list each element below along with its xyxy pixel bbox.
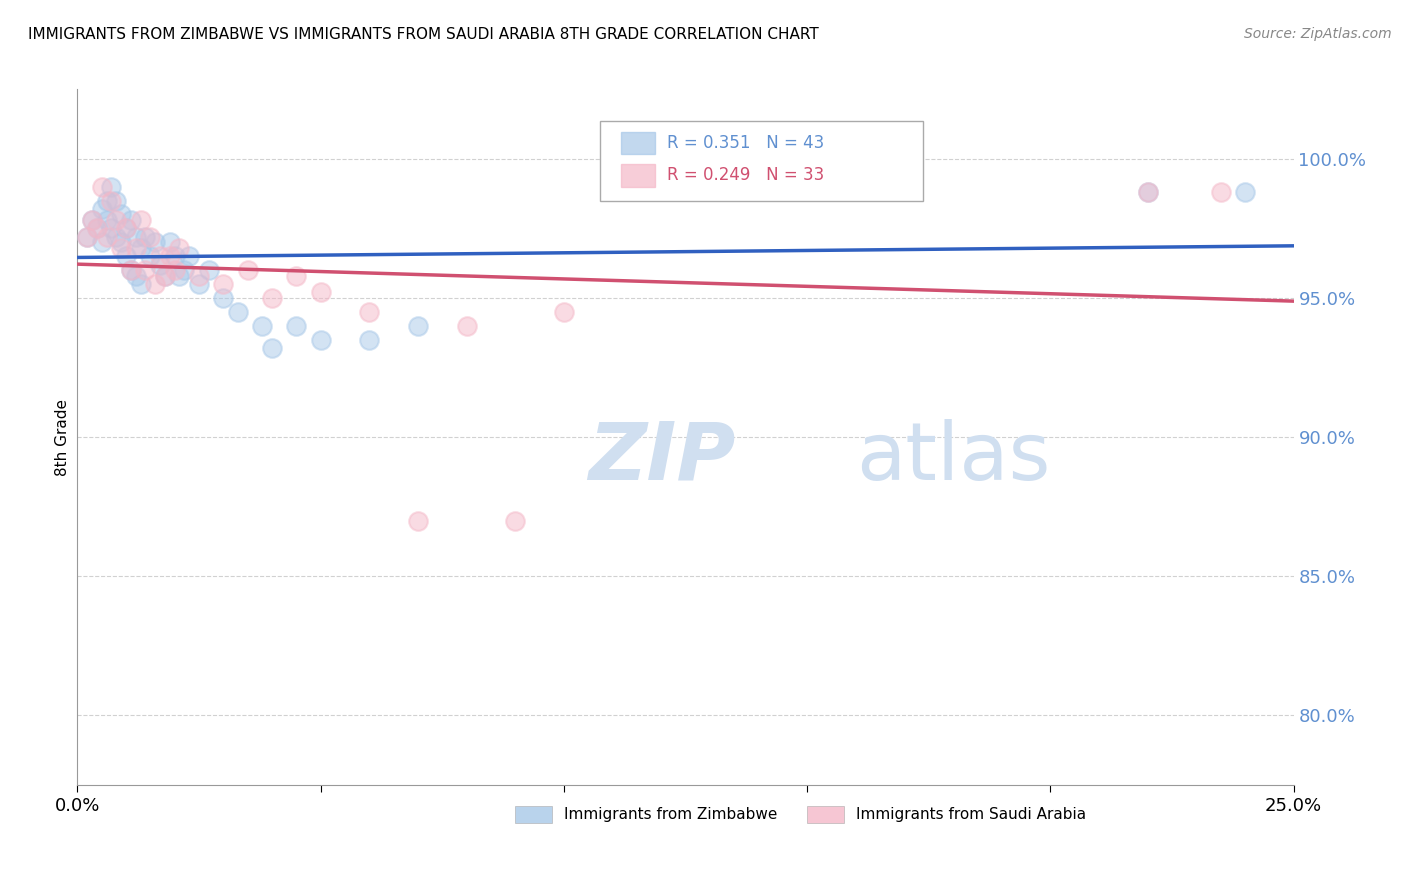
Point <box>86 221 108 235</box>
Point <box>250 318 273 333</box>
Point <box>105 229 128 244</box>
Point <box>179 249 201 263</box>
Point <box>188 277 211 291</box>
Point <box>76 229 98 244</box>
Point <box>212 291 235 305</box>
FancyBboxPatch shape <box>600 120 922 201</box>
Point <box>553 305 575 319</box>
Point <box>503 514 526 528</box>
Point <box>1136 185 1159 199</box>
Point <box>163 263 186 277</box>
Point <box>125 268 148 283</box>
Point <box>96 229 118 244</box>
Point <box>159 235 181 250</box>
Point <box>100 194 122 208</box>
Point <box>80 213 103 227</box>
Point <box>1233 185 1256 199</box>
Point <box>149 258 172 272</box>
Text: Source: ZipAtlas.com: Source: ZipAtlas.com <box>1244 27 1392 41</box>
Point <box>169 241 191 255</box>
Point <box>115 221 138 235</box>
Point <box>134 263 156 277</box>
Point <box>226 305 249 319</box>
Point <box>120 263 142 277</box>
FancyBboxPatch shape <box>515 805 551 823</box>
Point <box>105 213 128 227</box>
Point <box>80 213 103 227</box>
Point <box>188 268 211 283</box>
Point <box>105 194 128 208</box>
Point <box>236 263 259 277</box>
Text: atlas: atlas <box>856 419 1050 497</box>
Y-axis label: 8th Grade: 8th Grade <box>55 399 70 475</box>
Point <box>90 202 112 216</box>
Point <box>110 207 132 221</box>
Point <box>309 333 332 347</box>
Point <box>100 179 122 194</box>
Point <box>86 221 108 235</box>
Point <box>212 277 235 291</box>
Text: R = 0.249   N = 33: R = 0.249 N = 33 <box>668 167 824 185</box>
Point <box>260 291 283 305</box>
Point <box>139 249 162 263</box>
Point <box>163 249 186 263</box>
Point <box>90 179 112 194</box>
Point <box>309 285 332 300</box>
Point <box>173 263 195 277</box>
Text: ZIP: ZIP <box>588 419 735 497</box>
Point <box>406 514 429 528</box>
Point <box>115 249 138 263</box>
Point <box>153 268 176 283</box>
Point <box>110 241 132 255</box>
Point <box>134 229 156 244</box>
Point <box>359 333 381 347</box>
Text: Immigrants from Zimbabwe: Immigrants from Zimbabwe <box>564 806 778 822</box>
Point <box>197 263 219 277</box>
Point <box>96 194 118 208</box>
Point <box>169 268 191 283</box>
Point <box>143 235 166 250</box>
Point <box>285 318 308 333</box>
Point <box>149 249 172 263</box>
Point <box>129 213 152 227</box>
Point <box>406 318 429 333</box>
Point <box>115 221 138 235</box>
Point <box>153 268 176 283</box>
Point <box>120 263 142 277</box>
Point <box>260 341 283 355</box>
Point <box>159 249 181 263</box>
Point <box>359 305 381 319</box>
Point <box>1136 185 1159 199</box>
Point <box>120 213 142 227</box>
Point <box>110 235 132 250</box>
Point <box>100 221 122 235</box>
Point <box>90 235 112 250</box>
Point <box>96 213 118 227</box>
FancyBboxPatch shape <box>621 164 655 186</box>
Point <box>125 241 148 255</box>
Point <box>285 268 308 283</box>
Text: IMMIGRANTS FROM ZIMBABWE VS IMMIGRANTS FROM SAUDI ARABIA 8TH GRADE CORRELATION C: IMMIGRANTS FROM ZIMBABWE VS IMMIGRANTS F… <box>28 27 818 42</box>
Point <box>1209 185 1232 199</box>
Point <box>76 229 98 244</box>
Point <box>139 229 162 244</box>
FancyBboxPatch shape <box>621 132 655 154</box>
Point <box>125 229 148 244</box>
Point <box>456 318 478 333</box>
FancyBboxPatch shape <box>807 805 844 823</box>
Text: Immigrants from Saudi Arabia: Immigrants from Saudi Arabia <box>856 806 1085 822</box>
Text: R = 0.351   N = 43: R = 0.351 N = 43 <box>668 134 824 152</box>
Point <box>143 277 166 291</box>
Point <box>129 277 152 291</box>
Point <box>129 241 152 255</box>
